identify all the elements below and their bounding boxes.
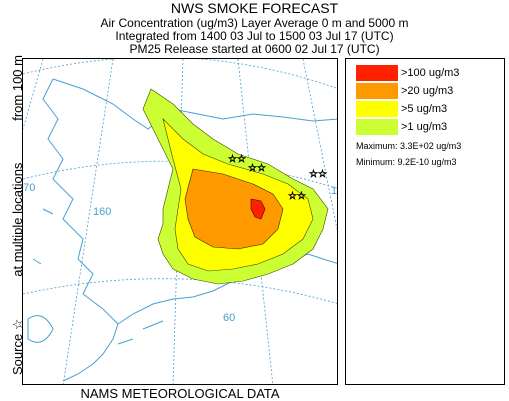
legend-item-gt100: >100 ug/m3 <box>356 65 459 81</box>
source-star: ☆☆ <box>288 191 306 202</box>
graticule-line <box>172 59 184 384</box>
graticule-line <box>302 59 337 232</box>
plume-gt100 <box>250 198 266 220</box>
data-source-footer: NAMS METEOROLOGICAL DATA <box>80 386 280 401</box>
legend-label: >5 ug/m3 <box>401 103 448 115</box>
graticule-label-60: 60 <box>223 312 235 324</box>
legend-swatch <box>356 83 398 99</box>
legend-minimum: Minimum: 9.2E-10 ug/m3 <box>356 157 457 167</box>
graticule-label-140: 140 <box>331 185 338 197</box>
subtitle-integration: Integrated from 1400 03 Jul to 1500 03 J… <box>115 29 394 43</box>
legend-item-gt1: >1 ug/m3 <box>356 119 447 135</box>
map-title: NWS SMOKE FORECAST <box>170 0 339 16</box>
legend-maximum: Maximum: 3.3E+02 ug/m3 <box>356 141 462 151</box>
legend-swatch <box>356 101 398 117</box>
legend-swatch <box>356 119 398 135</box>
legend-label: >20 ug/m3 <box>401 85 454 97</box>
graticule-line <box>23 59 337 89</box>
source-markers: ☆☆ ☆☆ ☆☆ ☆☆ <box>228 154 328 203</box>
graticule-label-170: 170 <box>23 182 35 194</box>
graticule-line <box>23 278 337 304</box>
graticule-line <box>62 59 114 384</box>
graticule-label-160: 160 <box>93 206 111 218</box>
legend-item-gt20: >20 ug/m3 <box>356 83 453 99</box>
subtitle-concentration: Air Concentration (ug/m3) Layer Average … <box>100 16 409 30</box>
legend-item-gt5: >5 ug/m3 <box>356 101 447 117</box>
source-star: ☆☆ <box>309 169 327 180</box>
source-star: ☆☆ <box>228 154 246 165</box>
legend-label: >1 ug/m3 <box>401 121 448 133</box>
source-star: ☆☆ <box>248 163 266 174</box>
coastline-west <box>42 78 119 325</box>
plume-gt20 <box>184 168 284 250</box>
legend-label: >100 ug/m3 <box>401 67 460 79</box>
lake <box>27 315 54 343</box>
aleutian-chain <box>62 323 119 382</box>
legend-swatch <box>356 65 398 81</box>
islands <box>32 208 164 345</box>
subtitle-release: PM25 Release started at 0600 02 Jul 17 (… <box>129 42 380 56</box>
map-panel: 170 160 150 140 60 ☆☆ ☆☆ ☆☆ ☆☆ <box>22 58 338 385</box>
coastline-north <box>52 78 337 130</box>
legend-panel: >100 ug/m3 >20 ug/m3 >5 ug/m3 >1 ug/m3 M… <box>345 58 505 385</box>
map-svg: 170 160 150 140 60 ☆☆ ☆☆ ☆☆ ☆☆ <box>23 59 338 384</box>
coastline <box>27 78 337 382</box>
graticule-line <box>23 59 44 130</box>
